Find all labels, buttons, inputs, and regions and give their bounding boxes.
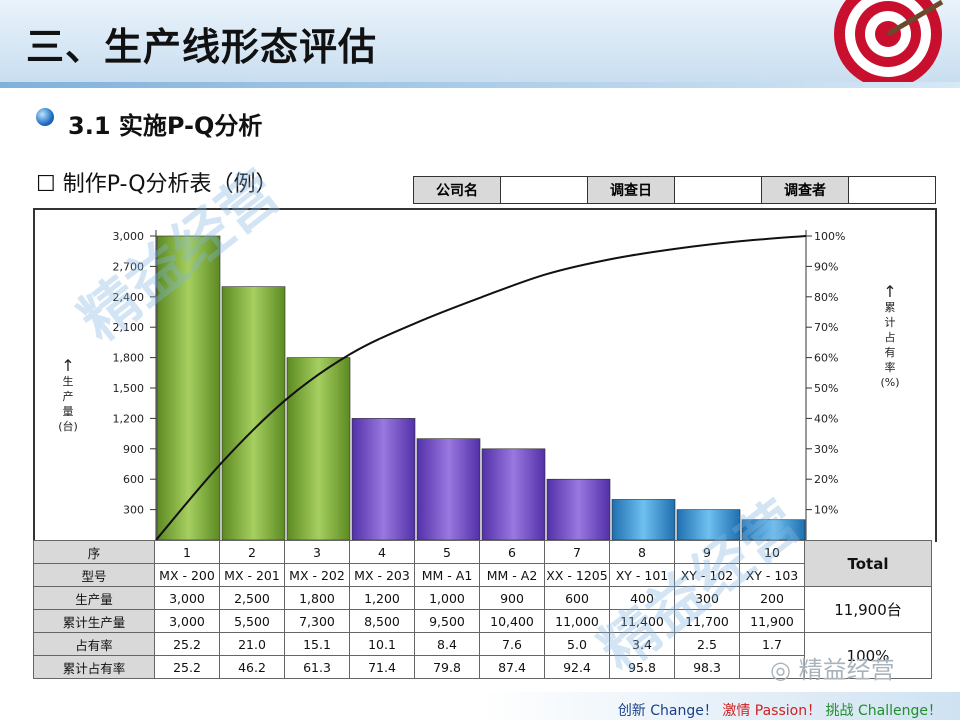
- y-tick-label: 900: [123, 443, 144, 456]
- bar-2: [221, 286, 286, 541]
- y2-tick-label: 50%: [814, 382, 838, 395]
- pq-chart: 300 600 900 1,200 1,500 1,800 2,100 2,400 2,700 3…: [113, 230, 845, 541]
- y-tick-label: 1,800: [113, 352, 145, 365]
- wechat-watermark: ◎ 精益经营: [770, 656, 895, 684]
- right-axis-label: ↑ 累 计 占 有 率 (%): [880, 282, 900, 390]
- info-table: 公司名 调查日 调查者: [413, 176, 936, 204]
- y2-tick-label: 30%: [814, 443, 838, 456]
- y-tick-label: 1,200: [113, 412, 145, 425]
- header-stripe: [0, 82, 960, 88]
- surveyor-field[interactable]: [848, 176, 936, 204]
- bullet-icon: [36, 108, 54, 126]
- y-tick-label: 2,400: [113, 291, 145, 304]
- bar-5: [416, 438, 481, 541]
- company-field[interactable]: [500, 176, 588, 204]
- bar-8: [611, 499, 676, 541]
- y-tick-label: 1,500: [113, 382, 145, 395]
- header-bar: [0, 0, 960, 82]
- table-row: 生产量 3,000 2,500 1,800 1,200 1,000 900 60…: [33, 586, 932, 633]
- right-axis-arrow-icon: ↑: [883, 282, 897, 301]
- y2-tick-label: 70%: [814, 321, 838, 334]
- left-axis-label: ↑ 生 产 量 (台): [58, 356, 78, 434]
- wechat-icon: ◎: [770, 656, 791, 684]
- company-label: 公司名: [413, 176, 501, 204]
- footer-slogan: 创新 Change！ 激情 Passion！ 挑战 Challenge！: [617, 703, 942, 719]
- y-tick-label: 2,700: [113, 260, 145, 273]
- bar-3: [286, 357, 351, 541]
- y2-tick-label: 80%: [814, 291, 838, 304]
- chart-panel: 300 600 900 1,200 1,500 1,800 2,100 2,400 2,700 3…: [33, 208, 937, 542]
- table-row: 累计占有率 25.2 46.2 61.3 71.4 79.8 87.4 92.4…: [33, 655, 932, 679]
- survey-date-label: 调查日: [587, 176, 675, 204]
- bar-10: [741, 519, 806, 541]
- bar-6: [481, 448, 546, 541]
- y-tick-label: 600: [123, 473, 144, 486]
- section-title: 3.1 实施P-Q分析: [68, 112, 263, 140]
- y2-tick-label: 10%: [814, 504, 838, 517]
- bar-1: [156, 235, 221, 541]
- y2-tick-label: 90%: [814, 260, 838, 273]
- total-percent: 100%: [804, 632, 932, 679]
- table-row: 累计生产量 3,000 5,500 7,300 8,500 9,500 10,4…: [33, 609, 932, 633]
- bar-7: [546, 478, 611, 541]
- cumulative-line: [155, 235, 807, 541]
- y-tick-label: 3,000: [113, 230, 145, 243]
- page-title: 三、生产线形态评估: [26, 25, 378, 69]
- y2-tick-label: 40%: [814, 412, 838, 425]
- footer-bar: [0, 692, 960, 720]
- bar-4: [351, 418, 416, 541]
- total-header: Total: [804, 540, 932, 587]
- y2-tick-label: 20%: [814, 473, 838, 486]
- y2-tick-label: 100%: [814, 230, 845, 243]
- total-quantity: 11,900台: [804, 586, 932, 633]
- left-axis-arrow-icon: ↑: [61, 356, 75, 375]
- table-row: 占有率 25.2 21.0 15.1 10.1 8.4 7.6 5.0 3.4 …: [33, 632, 932, 679]
- y-tick-label: 300: [123, 504, 144, 517]
- table-row: 序 1 2 3 4 5 6 7 8 9 10 Total: [33, 540, 932, 587]
- table-row: 型号 MX - 200 MX - 201 MX - 202 MX - 203 M…: [33, 563, 932, 587]
- bar-9: [676, 509, 741, 541]
- survey-date-field[interactable]: [674, 176, 762, 204]
- surveyor-label: 调查者: [761, 176, 849, 204]
- section-subtitle: ☐ 制作P-Q分析表（例）: [36, 172, 278, 197]
- y2-tick-label: 60%: [814, 352, 838, 365]
- target-icon: [834, 0, 944, 82]
- pq-table: 序 1 2 3 4 5 6 7 8 9 10 Total 型号 MX - 200…: [33, 540, 932, 679]
- y-tick-label: 2,100: [113, 321, 145, 334]
